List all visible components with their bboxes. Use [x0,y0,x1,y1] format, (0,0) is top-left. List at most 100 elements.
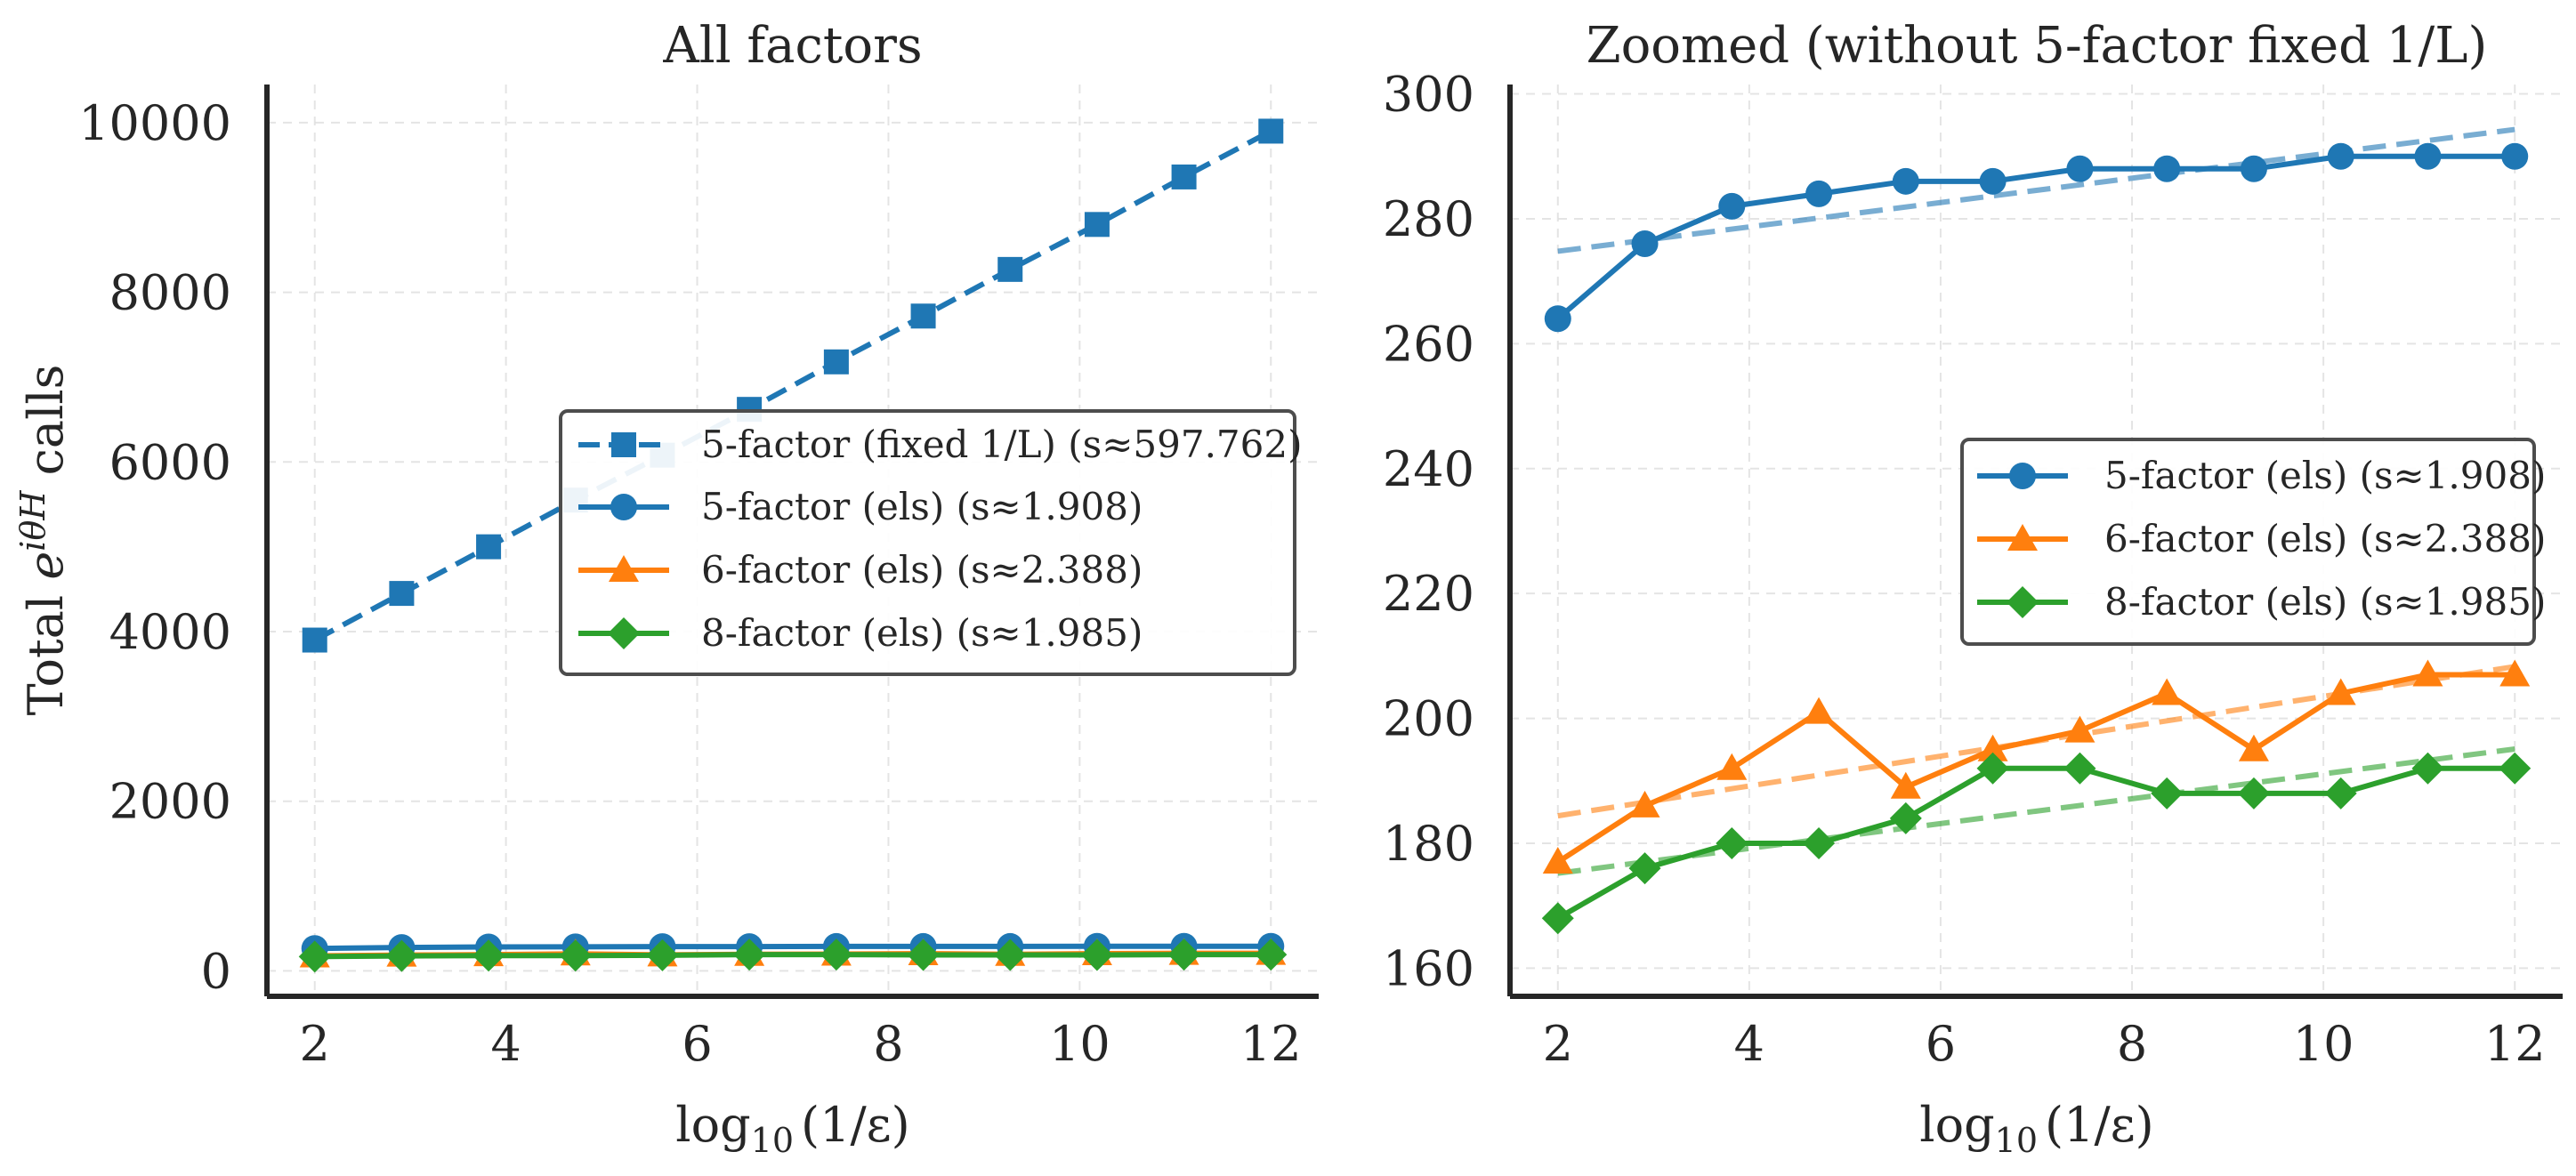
series-layer [1541,126,2532,935]
data-point-marker [823,349,849,375]
data-point-marker [1803,826,1836,859]
data-point-marker [910,303,936,329]
legend: 5-factor (els) (s≈1.908) 6-factor (els) … [1960,438,2546,646]
x-tick-label: 2 [1543,1016,1573,1072]
x-tick-label: 10 [2293,1016,2354,1072]
data-point-marker [2063,752,2096,785]
legend-swatch-marker [2009,463,2036,489]
data-point-marker [2064,715,2096,743]
legend-swatch-marker [609,555,639,582]
y-tick-label: 260 [1383,316,1474,372]
legend: 5-factor (fixed 1/L) (s≈597.762) 5-facto… [559,409,1303,676]
trend-line [1557,746,2515,876]
y-tick-label: 300 [1383,67,1474,123]
y-tick-label: 4000 [109,604,231,660]
data-point-marker [2152,678,2183,705]
data-point-marker [1084,212,1110,238]
x-tick-label: 2 [300,1016,330,1072]
series-line [313,128,1272,643]
legend-label: 6-factor (els) (s≈2.388) [701,548,1143,592]
trend-line [1557,126,2515,254]
chart-title: Zoomed (without 5-factor fixed 1/L) [1587,17,2488,75]
legend-label: 5-factor (els) (s≈1.908) [2104,454,2546,497]
legend-label: 5-factor (els) (s≈1.908) [701,485,1143,528]
data-point-marker [1979,167,2007,195]
data-point-marker [2324,777,2357,810]
legend-entry: 8-factor (els) (s≈1.985) [578,611,1143,655]
data-point-marker [1716,826,1748,859]
series-line [314,943,1272,952]
data-point-marker [1889,801,1922,834]
x-tick-label: 8 [873,1016,903,1072]
data-point-marker [733,938,766,971]
x-tick-label: 8 [2117,1016,2147,1072]
data-point-marker [2066,155,2094,182]
data-point-marker [1804,697,1835,724]
legend-swatch-marker [2007,586,2039,618]
series-line [314,952,1272,960]
data-point-marker [2325,678,2356,705]
y-tick-label: 280 [1383,191,1474,247]
data-point-marker [994,938,1027,971]
series-line [1556,672,2515,865]
data-point-marker [1977,734,2008,761]
legend-swatch-marker [608,617,640,649]
data-point-marker [1892,167,1919,195]
data-point-marker [302,627,327,653]
data-point-marker [1080,938,1113,971]
data-point-marker [2238,734,2269,761]
legend-swatch-marker [611,432,636,457]
x-tick-label: 4 [1734,1016,1764,1072]
legend-swatch-marker [610,494,637,520]
data-point-marker [1171,164,1197,189]
x-tick-label: 4 [490,1016,521,1072]
x-tick-label: 6 [1926,1016,1956,1072]
data-point-marker [2499,659,2531,687]
data-point-marker [1805,180,1833,207]
x-axis-label: log10 (1/ε) [1919,1097,2153,1160]
data-point-marker [2414,142,2442,170]
y-tick-label: 200 [1383,691,1474,747]
data-point-marker [1258,118,1284,144]
x-axis-label: log10 (1/ε) [675,1097,909,1160]
legend-entry: 5-factor (els) (s≈1.908) [578,485,1143,528]
x-tick-label: 6 [682,1016,712,1072]
y-tick-label: 8000 [109,265,231,321]
legend-label: 8-factor (els) (s≈1.985) [701,611,1143,655]
data-point-marker [2499,752,2532,785]
data-point-marker [1167,938,1200,971]
data-point-marker [646,938,679,971]
series [1542,659,2531,874]
legend-label: 6-factor (els) (s≈2.388) [2104,517,2546,560]
data-point-marker [2237,777,2270,810]
ticks: 2 4 6 8 10 12 0 2000 4000 6000 8000 10000 [78,95,1301,1072]
y-tick-label: 2000 [109,774,231,830]
data-point-marker [298,940,331,973]
y-tick-label: 160 [1383,940,1474,996]
legend-entry: 6-factor (els) (s≈2.388) [1977,517,2546,560]
data-point-marker [1976,752,2009,785]
series-line [1556,765,2515,921]
data-point-marker [2412,659,2443,687]
data-point-marker [389,581,415,607]
y-tick-label: 10000 [78,95,231,151]
y-tick-label: 0 [201,943,231,999]
data-point-marker [1255,938,1288,971]
legend-label: 8-factor (els) (s≈1.985) [2104,580,2546,624]
legend-frame [559,409,1296,676]
data-point-marker [1541,902,1574,935]
legend-entry: 8-factor (els) (s≈1.985) [1977,580,2546,624]
data-point-marker [559,939,592,972]
y-tick-label: 180 [1383,816,1474,872]
legend-entry: 5-factor (els) (s≈1.908) [1977,454,2546,497]
data-point-marker [1631,230,1659,258]
legend-entry: 6-factor (els) (s≈2.388) [578,548,1143,592]
data-point-marker [1544,305,1571,333]
chart-title: All factors [662,17,922,75]
series [298,938,1288,973]
series-line [1555,153,2515,321]
series-layer [298,118,1288,973]
data-point-marker [472,939,505,972]
data-point-marker [1718,192,1746,220]
